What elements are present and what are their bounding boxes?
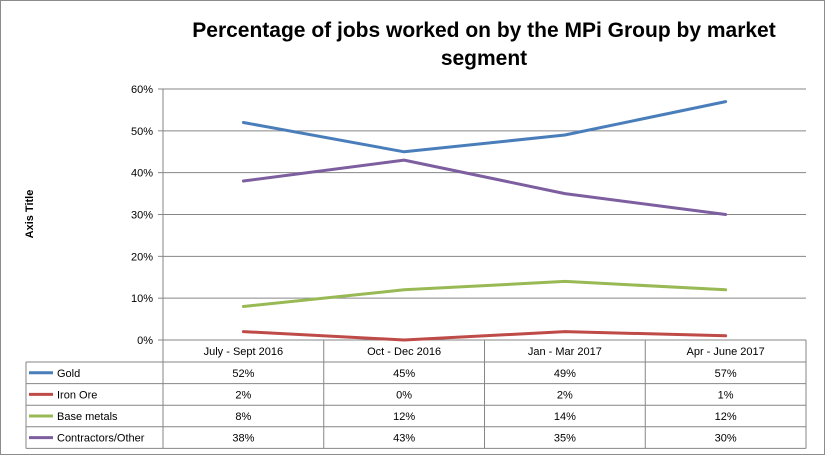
x-category-label: Apr - June 2017: [686, 346, 764, 358]
y-axis-title: Axis Title: [24, 190, 36, 239]
legend-label: Contractors/Other: [57, 433, 145, 445]
x-category-label: July - Sept 2016: [204, 346, 284, 358]
series-line-contractors-other: [241, 158, 728, 216]
table-cell-value: 12%: [715, 411, 737, 423]
table-cell-value: 1%: [718, 389, 734, 401]
chart-title: Percentage of jobs worked on by the MPi …: [192, 19, 775, 70]
table-cell-value: 2%: [557, 389, 573, 401]
series-lines: [241, 100, 728, 342]
y-tick-label: 0%: [137, 335, 153, 347]
table-cell-value: 14%: [554, 411, 576, 423]
table-cell-value: 2%: [235, 389, 251, 401]
y-tick-label: 20%: [131, 251, 153, 263]
table-cell-value: 57%: [715, 368, 737, 380]
table-cell-value: 30%: [715, 433, 737, 445]
table-cell-value: 35%: [554, 433, 576, 445]
series-line-gold: [241, 100, 728, 154]
x-category-label: Jan - Mar 2017: [528, 346, 602, 358]
y-tick-label: 40%: [131, 168, 153, 180]
chart-title-line-1: Percentage of jobs worked on by the MPi …: [192, 19, 775, 42]
gridlines: [163, 88, 806, 341]
y-tick-label: 60%: [131, 84, 153, 96]
table-cell-value: 52%: [232, 368, 254, 380]
table-cell-value: 12%: [393, 411, 415, 423]
chart-title-line-2: segment: [441, 47, 527, 70]
table-cell-value: 0%: [396, 389, 412, 401]
series-line-iron-ore: [241, 330, 728, 342]
legend-label: Iron Ore: [57, 389, 97, 401]
y-tick-label: 50%: [131, 126, 153, 138]
table-cell-value: 45%: [393, 368, 415, 380]
y-tick-label: 30%: [131, 210, 153, 222]
x-category-label: Oct - Dec 2016: [367, 346, 441, 358]
data-table: July - Sept 2016 Oct - Dec 2016 Jan - Mar …: [25, 340, 807, 449]
table-cell-value: 43%: [393, 433, 415, 445]
series-line-base-metals: [241, 279, 728, 308]
table-cell-value: 38%: [232, 433, 254, 445]
legend-label: Base metals: [57, 411, 118, 423]
table-cell-value: 49%: [554, 368, 576, 380]
y-tick-label: 10%: [131, 293, 153, 305]
legend-label: Gold: [57, 368, 80, 380]
table-cell-value: 8%: [235, 411, 251, 423]
y-axis-ticks: 0% 10% 20% 30% 40% 50% 60%: [131, 84, 164, 347]
